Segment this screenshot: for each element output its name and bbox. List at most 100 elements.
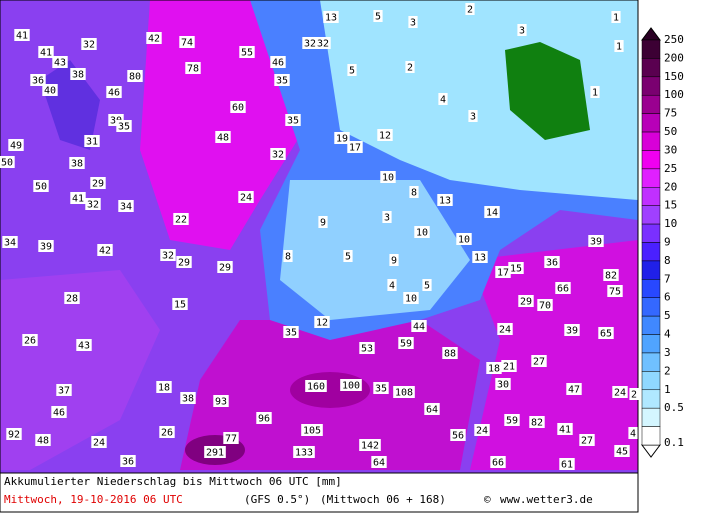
label-box [340, 379, 362, 391]
label-value: 35 [118, 122, 130, 133]
label-value: 36 [32, 76, 44, 87]
label-value: 160 [307, 382, 325, 393]
precip-label: 24 [474, 424, 490, 437]
label-value: 29 [92, 179, 104, 190]
label-box [85, 198, 101, 210]
footer-model: (GFS 0.5°) [244, 493, 310, 506]
legend-swatch [641, 315, 661, 335]
precip-label: 9 [318, 216, 328, 229]
precip-label: 24 [497, 323, 513, 336]
label-box [590, 86, 600, 98]
precip-label: 3 [408, 16, 418, 29]
label-value: 64 [373, 458, 385, 469]
precip-label: 10 [403, 292, 419, 305]
precip-label: 4 [438, 93, 448, 106]
precip-label: 66 [490, 456, 506, 469]
label-box [468, 110, 478, 122]
legend-swatch [641, 58, 661, 78]
legend-swatch [641, 426, 661, 446]
label-box [314, 316, 330, 328]
label-value: 13 [474, 253, 486, 264]
footer-date: Mittwoch, 19-10-2016 06 UTC [4, 493, 183, 506]
precip-label: 2 [465, 3, 475, 16]
precip-label: 43 [76, 339, 92, 352]
precip-label: 14 [484, 206, 500, 219]
label-value: 10 [405, 294, 417, 305]
precip-label: 43 [52, 56, 68, 69]
precip-label: 27 [579, 434, 595, 447]
label-value: 8 [285, 252, 291, 263]
label-value: 47 [568, 385, 580, 396]
legend-label: 4 [664, 328, 671, 341]
label-value: 96 [258, 414, 270, 425]
label-box [531, 355, 547, 367]
precip-label: 24 [91, 436, 107, 449]
label-box [301, 424, 323, 436]
label-box [373, 382, 389, 394]
label-box [497, 323, 513, 335]
precip-label: 48 [215, 131, 231, 144]
precip-label: 133 [293, 446, 315, 459]
label-value: 3 [519, 26, 525, 37]
label-box [629, 388, 639, 400]
label-box [315, 37, 331, 49]
legend-label: 100 [664, 88, 684, 101]
precip-label: 8 [409, 186, 419, 199]
precip-label: 3 [382, 211, 392, 224]
precip-label: 92 [6, 428, 22, 441]
precip-label: 41 [14, 29, 30, 42]
precip-label: 88 [442, 347, 458, 360]
label-box [472, 251, 488, 263]
legend-label: 8 [664, 254, 671, 267]
precip-label: 100 [340, 379, 362, 392]
precip-label: 291 [204, 446, 226, 459]
precip-label: 34 [118, 200, 134, 213]
label-value: 9 [391, 256, 397, 267]
label-value: 4 [630, 429, 636, 440]
label-box [484, 206, 500, 218]
label-box [377, 129, 393, 141]
precip-label: 45 [614, 445, 630, 458]
label-box [544, 256, 560, 268]
legend-swatch [641, 94, 661, 114]
legend-swatch [641, 389, 661, 409]
precip-label: 13 [323, 11, 339, 24]
precip-label: 46 [106, 86, 122, 99]
label-box [215, 131, 231, 143]
label-value: 2 [407, 63, 413, 74]
precip-label: 82 [529, 416, 545, 429]
precip-label: 70 [537, 299, 553, 312]
precip-label: 74 [179, 36, 195, 49]
label-box [628, 427, 638, 439]
precip-label: 21 [501, 360, 517, 373]
label-value: 10 [458, 235, 470, 246]
legend-swatch [641, 352, 661, 372]
label-value: 59 [400, 339, 412, 350]
precip-label: 64 [424, 403, 440, 416]
label-box [42, 84, 58, 96]
label-value: 1 [616, 42, 622, 53]
label-box [35, 434, 51, 446]
label-value: 50 [1, 158, 13, 169]
label-box [405, 61, 415, 73]
label-box [6, 428, 22, 440]
label-box [334, 132, 350, 144]
legend-label: 10 [664, 217, 677, 230]
legend-swatch [641, 407, 661, 427]
precip-label: 35 [285, 114, 301, 127]
precip-label: 5 [373, 10, 383, 23]
label-box [579, 434, 595, 446]
label-value: 32 [162, 251, 174, 262]
label-box [537, 299, 553, 311]
label-value: 77 [225, 434, 237, 445]
label-value: 70 [539, 301, 551, 312]
legend-swatch [641, 334, 661, 354]
label-box [283, 250, 293, 262]
label-value: 3 [470, 112, 476, 123]
label-value: 30 [497, 380, 509, 391]
label-value: 59 [506, 416, 518, 427]
precip-label: 36 [120, 455, 136, 468]
precip-label: 36 [30, 74, 46, 87]
label-value: 5 [375, 12, 381, 23]
precip-label: 36 [544, 256, 560, 269]
